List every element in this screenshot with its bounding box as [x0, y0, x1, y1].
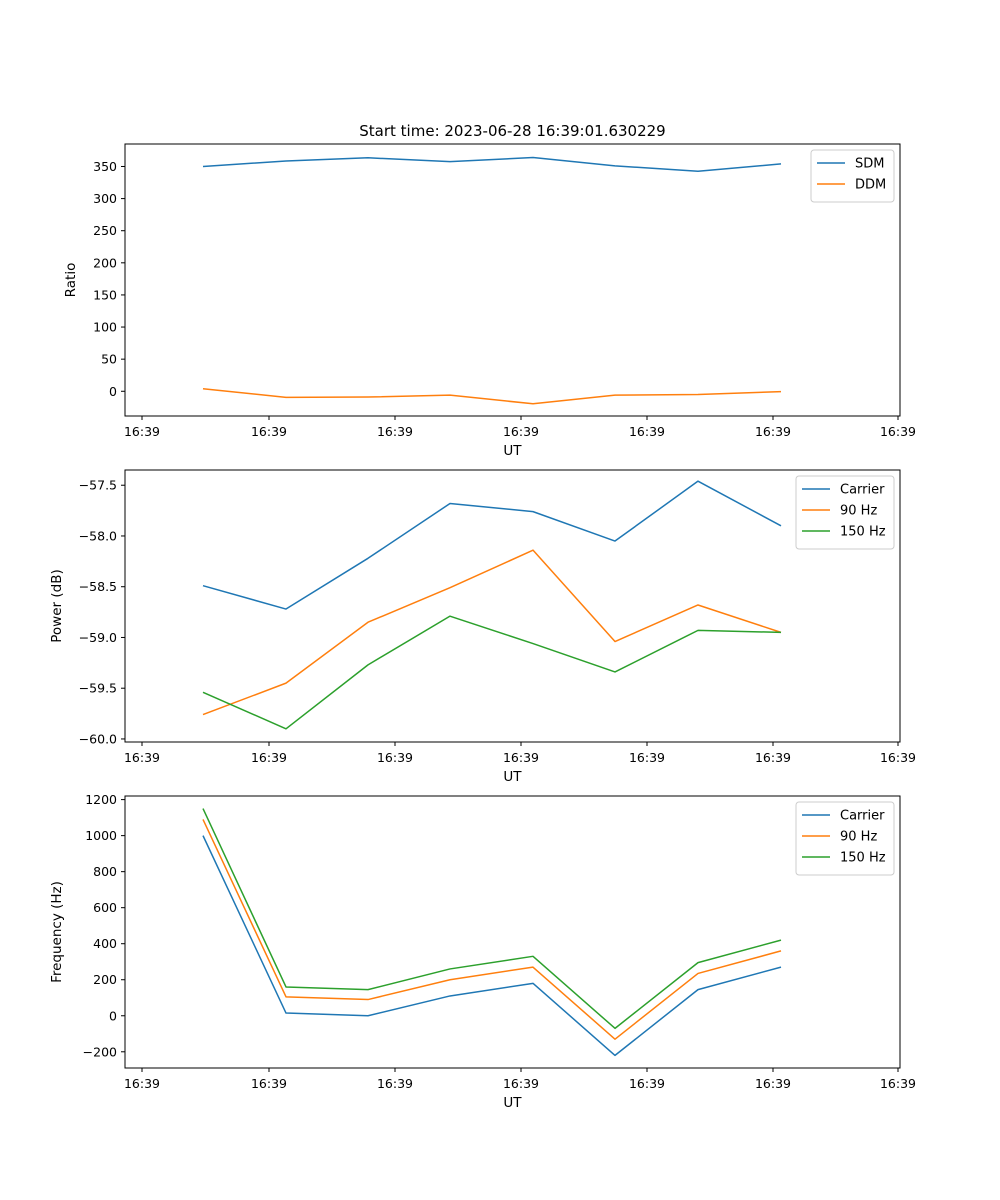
x-tick-label: 16:39	[629, 750, 665, 765]
legend-label: Carrier	[840, 483, 885, 498]
legend-label: 90 Hz	[840, 504, 877, 519]
x-tick-label: 16:39	[755, 424, 791, 439]
y-tick-label: 200	[93, 255, 117, 270]
y-axis-label: Power (dB)	[49, 569, 65, 642]
y-tick-label: 800	[93, 864, 117, 879]
legend: Carrier 90 Hz 150 Hz	[795, 475, 895, 550]
x-tick-label: 16:39	[503, 750, 539, 765]
y-tick-label: −59.5	[79, 681, 117, 696]
y-tick-label: 600	[93, 900, 117, 915]
y-tick-label: −57.5	[79, 478, 117, 493]
y-tick-label: 0	[109, 1008, 117, 1023]
x-tick-label: 16:39	[377, 424, 413, 439]
y-tick-label: −60.0	[79, 731, 117, 746]
x-tick-label: 16:39	[124, 750, 160, 765]
legend-label: 90 Hz	[840, 830, 877, 845]
x-tick-label: 16:39	[377, 750, 413, 765]
y-tick-label: −58.0	[79, 528, 117, 543]
y-tick-label: 1200	[85, 792, 117, 807]
series-line-ddm	[202, 387, 782, 405]
y-tick-label: 150	[93, 287, 117, 302]
series-line-90-hz	[202, 549, 782, 716]
chart-2: 16:39 16:39 16:39 16:39 16:39 16:39 16:39 UT −60…	[49, 469, 916, 785]
y-tick-label: 1000	[85, 828, 117, 843]
legend-label: Carrier	[840, 809, 885, 824]
chart-3: 16:39 16:39 16:39 16:39 16:39 16:39 16:39 UT −20…	[49, 792, 916, 1111]
y-tick-label: 100	[93, 320, 117, 335]
x-tick-label: 16:39	[503, 1076, 539, 1091]
y-tick-label: −59.0	[79, 630, 117, 645]
x-tick-label: 16:39	[880, 750, 916, 765]
y-tick-label: 200	[93, 972, 117, 987]
x-axis-label: UT	[503, 443, 522, 459]
x-axis-label: UT	[503, 1095, 522, 1111]
legend-label: 150 Hz	[840, 851, 886, 866]
legend-label: DDM	[855, 178, 886, 193]
x-tick-label: 16:39	[251, 424, 287, 439]
legend-label: 150 Hz	[840, 525, 886, 540]
series-line-150-hz	[202, 808, 782, 1030]
y-tick-label: 350	[93, 159, 117, 174]
y-tick-label: 0	[109, 384, 117, 399]
y-tick-label: −58.5	[79, 579, 117, 594]
axes-frame	[124, 143, 901, 417]
x-tick-label: 16:39	[124, 1076, 160, 1091]
x-tick-label: 16:39	[251, 1076, 287, 1091]
x-tick-label: 16:39	[629, 424, 665, 439]
axes-frame	[124, 795, 901, 1069]
y-tick-label: 250	[93, 223, 117, 238]
y-tick-label: 50	[101, 352, 117, 367]
x-tick-label: 16:39	[629, 1076, 665, 1091]
x-tick-label: 16:39	[503, 424, 539, 439]
figure-title: Start time: 2023-06-28 16:39:01.630229	[359, 122, 665, 140]
series-line-90-hz	[202, 819, 782, 1040]
series-line-150-hz	[202, 615, 782, 730]
x-tick-label: 16:39	[755, 1076, 791, 1091]
chart-1: 16:39 16:39 16:39 16:39 16:39 16:39 16:39 UT 0 50…	[63, 143, 916, 459]
y-axis-label: Ratio	[63, 263, 79, 298]
y-axis-label: Frequency (Hz)	[49, 881, 65, 983]
legend: Carrier 90 Hz 150 Hz	[795, 801, 895, 876]
series-line-sdm	[202, 156, 782, 173]
legend-label: SDM	[855, 157, 884, 172]
y-tick-label: −200	[83, 1044, 117, 1059]
x-tick-label: 16:39	[251, 750, 287, 765]
charts: 16:39 16:39 16:39 16:39 16:39 16:39 16:39 UT 0 50…	[49, 143, 916, 1111]
y-tick-label: 300	[93, 191, 117, 206]
x-axis-label: UT	[503, 769, 522, 785]
series-line-carrier	[202, 835, 782, 1057]
series-line-carrier	[202, 480, 782, 610]
axes-frame	[124, 469, 901, 743]
x-tick-label: 16:39	[377, 1076, 413, 1091]
x-tick-label: 16:39	[124, 424, 160, 439]
legend: SDM DDM	[810, 149, 895, 203]
y-tick-label: 400	[93, 936, 117, 951]
x-tick-label: 16:39	[880, 424, 916, 439]
x-tick-label: 16:39	[880, 1076, 916, 1091]
x-tick-label: 16:39	[755, 750, 791, 765]
